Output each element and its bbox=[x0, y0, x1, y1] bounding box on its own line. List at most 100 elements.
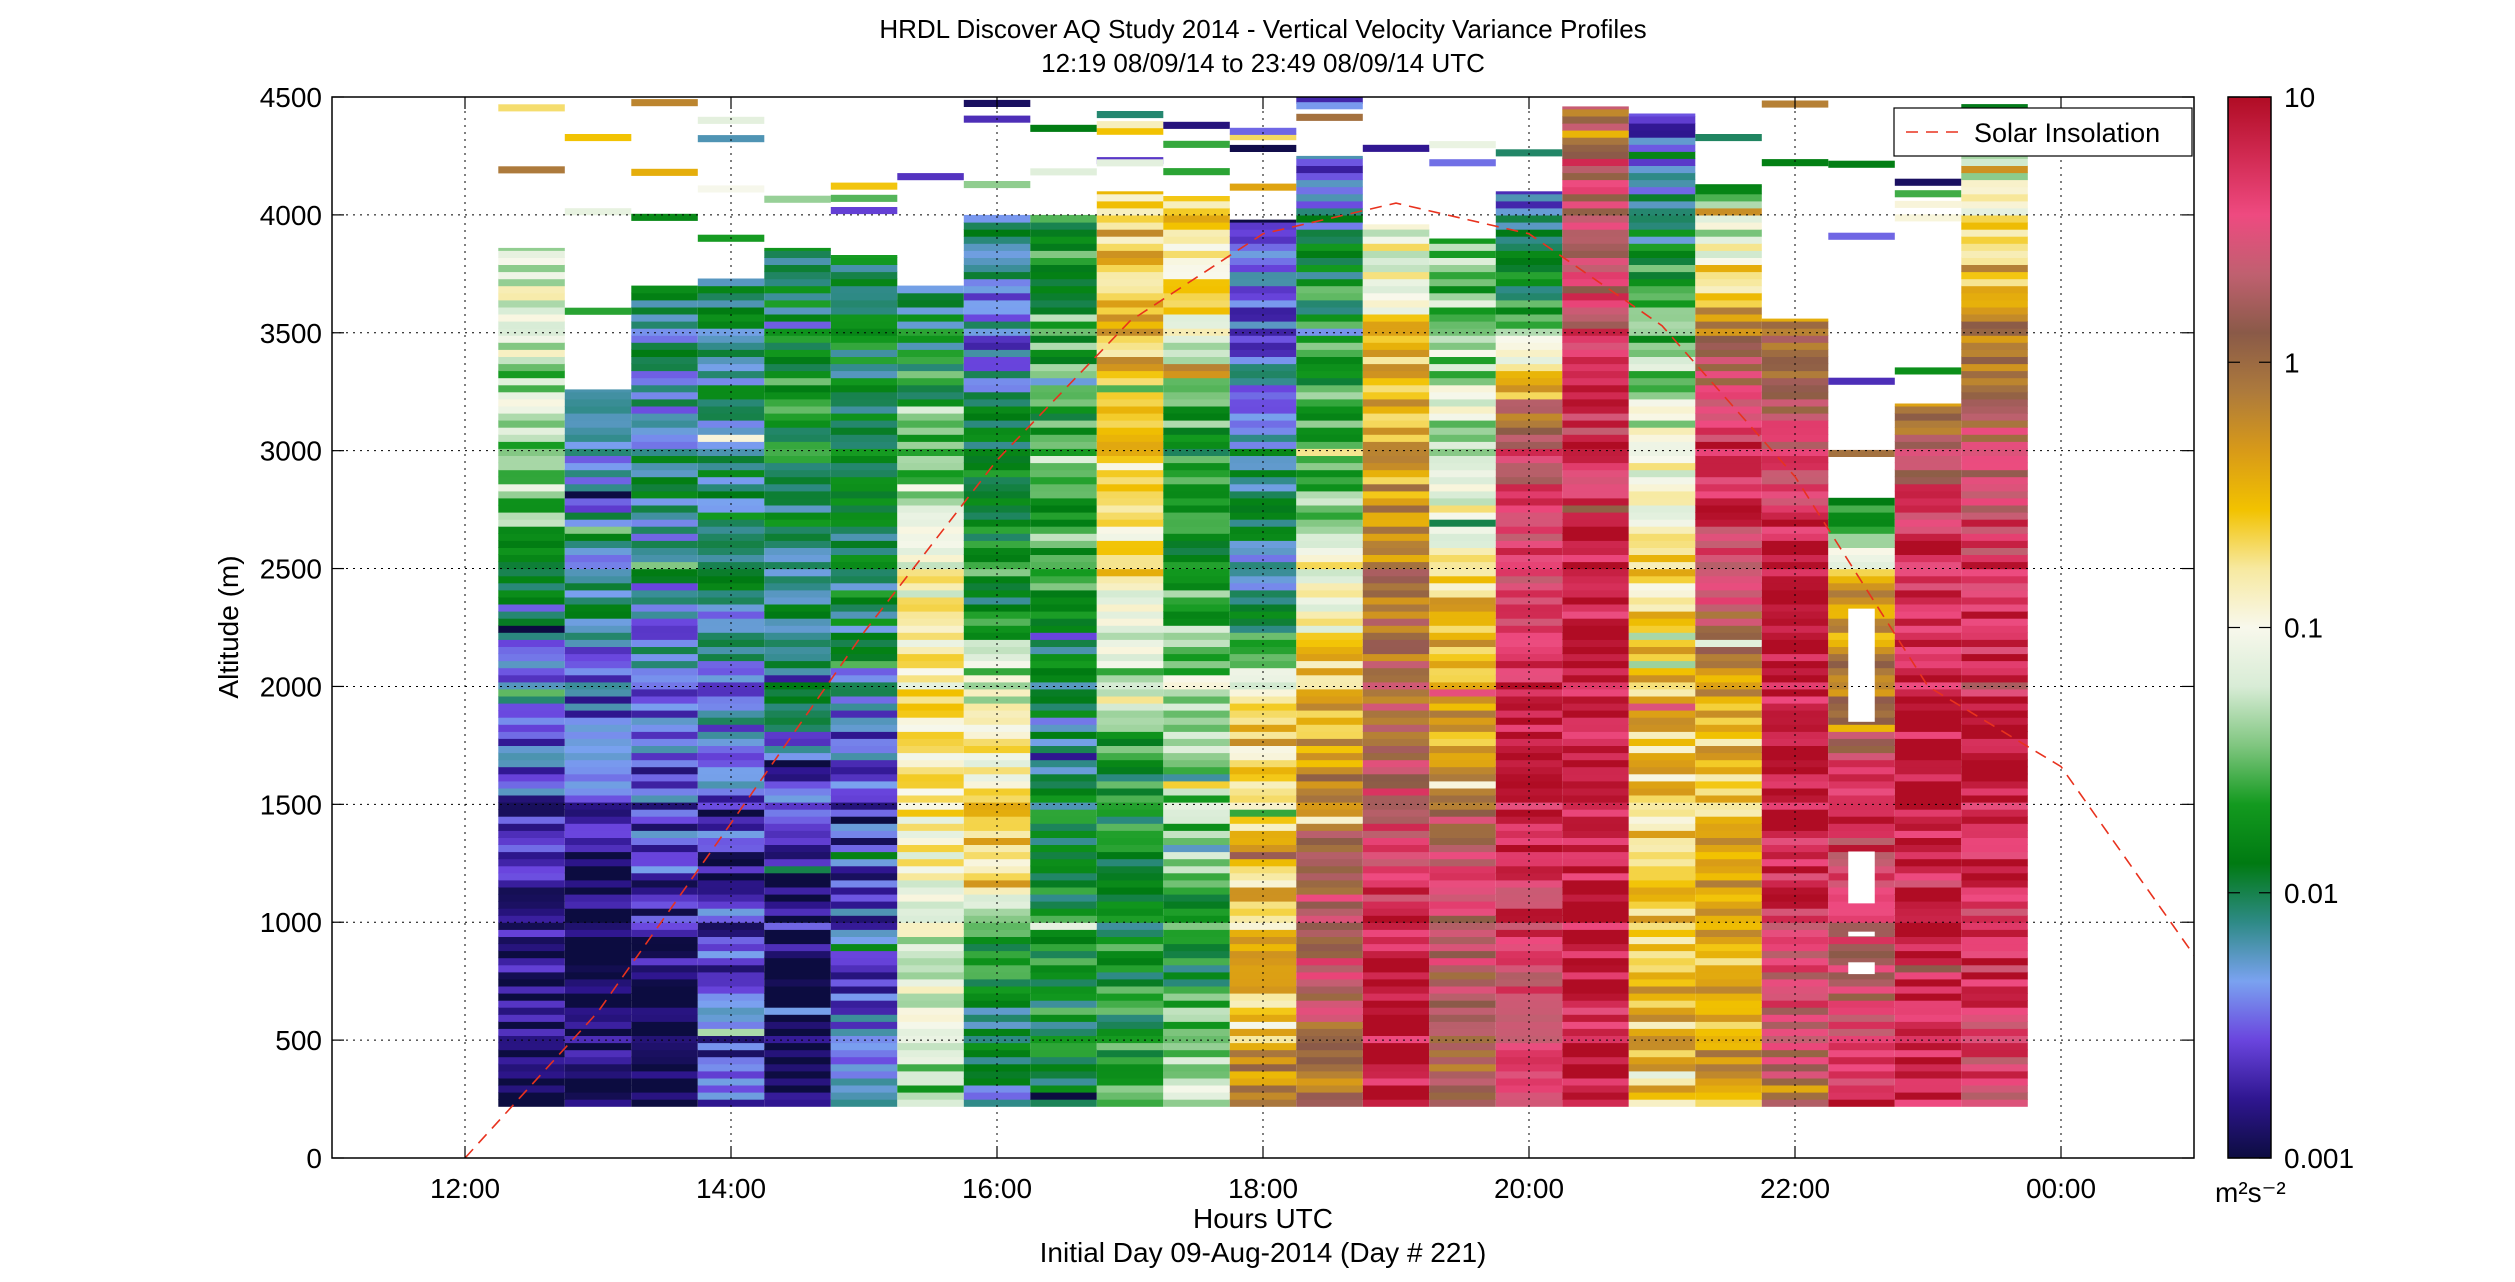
variance-cell bbox=[498, 1000, 565, 1008]
variance-cell bbox=[1429, 1028, 1496, 1036]
variance-cell bbox=[697, 589, 765, 598]
variance-cell bbox=[631, 688, 698, 697]
variance-cell bbox=[1961, 519, 2028, 527]
variance-cell bbox=[1096, 533, 1164, 541]
variance-cell bbox=[1429, 238, 1496, 244]
variance-cell bbox=[1828, 603, 1895, 612]
variance-cell bbox=[1163, 391, 1230, 400]
variance-cell bbox=[1961, 738, 2028, 746]
variance-cell bbox=[498, 292, 565, 301]
variance-cell bbox=[1562, 816, 1629, 824]
variance-cell bbox=[631, 950, 698, 959]
variance-cell bbox=[631, 702, 698, 711]
variance-cell bbox=[697, 285, 765, 294]
variance-cell bbox=[830, 738, 898, 746]
variance-cell bbox=[897, 356, 964, 365]
variance-cell bbox=[1163, 766, 1230, 775]
variance-cell bbox=[1828, 766, 1895, 775]
variance-cell bbox=[697, 504, 765, 513]
variance-cell bbox=[764, 844, 831, 853]
variance-cell bbox=[1096, 526, 1164, 534]
variance-cell bbox=[1096, 929, 1164, 937]
variance-cell bbox=[1030, 1070, 1097, 1079]
variance-cell bbox=[1163, 879, 1230, 888]
variance-cell bbox=[1429, 349, 1496, 357]
variance-cell bbox=[1163, 526, 1230, 534]
variance-cell bbox=[1894, 688, 1962, 697]
variance-cell bbox=[1695, 313, 1762, 322]
variance-cell bbox=[963, 1070, 1031, 1079]
variance-cell bbox=[1628, 1028, 1696, 1036]
variance-cell bbox=[1163, 780, 1230, 789]
variance-cell bbox=[1429, 1042, 1496, 1051]
variance-cell bbox=[1163, 321, 1230, 329]
variance-cell bbox=[1030, 632, 1097, 640]
variance-cell bbox=[631, 660, 698, 669]
variance-cell bbox=[1562, 398, 1629, 407]
variance-cell bbox=[764, 363, 831, 372]
variance-cell bbox=[897, 738, 964, 746]
variance-cell bbox=[830, 391, 898, 400]
variance-cell bbox=[764, 611, 831, 619]
variance-cell bbox=[1362, 342, 1430, 350]
variance-cell bbox=[1296, 257, 1363, 265]
variance-cell bbox=[631, 794, 698, 803]
variance-cell bbox=[1828, 724, 1895, 732]
variance-cell bbox=[1562, 222, 1629, 230]
profile-column bbox=[1961, 104, 2028, 1107]
variance-cell bbox=[1562, 547, 1629, 555]
variance-cell bbox=[697, 872, 765, 881]
variance-cell bbox=[1628, 519, 1696, 527]
variance-cell bbox=[1296, 787, 1363, 796]
variance-cell bbox=[1362, 667, 1430, 676]
variance-cell bbox=[1362, 490, 1430, 499]
variance-cell bbox=[1828, 901, 1895, 909]
variance-cell bbox=[1096, 1092, 1164, 1100]
variance-cell bbox=[1495, 936, 1563, 945]
variance-cell bbox=[1562, 759, 1629, 768]
variance-cell bbox=[1030, 639, 1097, 647]
variance-cell bbox=[963, 582, 1031, 591]
variance-cell bbox=[1961, 688, 2028, 697]
variance-cell bbox=[1229, 427, 1297, 435]
variance-cell bbox=[697, 915, 765, 923]
variance-cell bbox=[1296, 893, 1363, 902]
profile-column bbox=[963, 99, 1031, 1107]
variance-cell bbox=[1429, 519, 1496, 527]
variance-cell bbox=[830, 356, 898, 365]
variance-cell bbox=[1163, 1056, 1230, 1065]
variance-cell bbox=[830, 292, 898, 301]
variance-cell bbox=[564, 823, 632, 831]
variance-cell bbox=[1562, 243, 1629, 251]
variance-cell bbox=[1030, 243, 1097, 251]
variance-cell bbox=[1362, 809, 1430, 817]
variance-cell bbox=[1163, 752, 1230, 761]
variance-cell bbox=[830, 823, 898, 831]
variance-cell bbox=[1296, 582, 1363, 591]
variance-cell bbox=[1695, 214, 1762, 223]
variance-cell bbox=[498, 328, 565, 336]
variance-cell bbox=[830, 363, 898, 372]
variance-cell bbox=[1229, 250, 1297, 258]
variance-cell bbox=[1562, 660, 1629, 669]
variance-cell bbox=[1628, 915, 1696, 923]
variance-cell bbox=[1096, 363, 1164, 372]
variance-cell bbox=[764, 794, 831, 803]
variance-cell bbox=[1429, 554, 1496, 563]
legend: Solar Insolation bbox=[1893, 107, 2193, 157]
variance-cell bbox=[1296, 681, 1363, 690]
variance-cell bbox=[1163, 653, 1230, 662]
variance-cell bbox=[564, 844, 632, 853]
variance-cell bbox=[564, 929, 632, 937]
variance-cell bbox=[498, 285, 565, 294]
variance-cell bbox=[1695, 370, 1762, 379]
variance-cell bbox=[1429, 540, 1496, 548]
variance-cell bbox=[764, 462, 831, 471]
variance-cell bbox=[564, 632, 632, 640]
variance-cell bbox=[498, 1014, 565, 1022]
variance-cell bbox=[1628, 724, 1696, 732]
variance-cell bbox=[1362, 448, 1430, 456]
variance-cell bbox=[1761, 1099, 1829, 1107]
variance-cell bbox=[1296, 1049, 1363, 1058]
variance-cell bbox=[1628, 802, 1696, 810]
